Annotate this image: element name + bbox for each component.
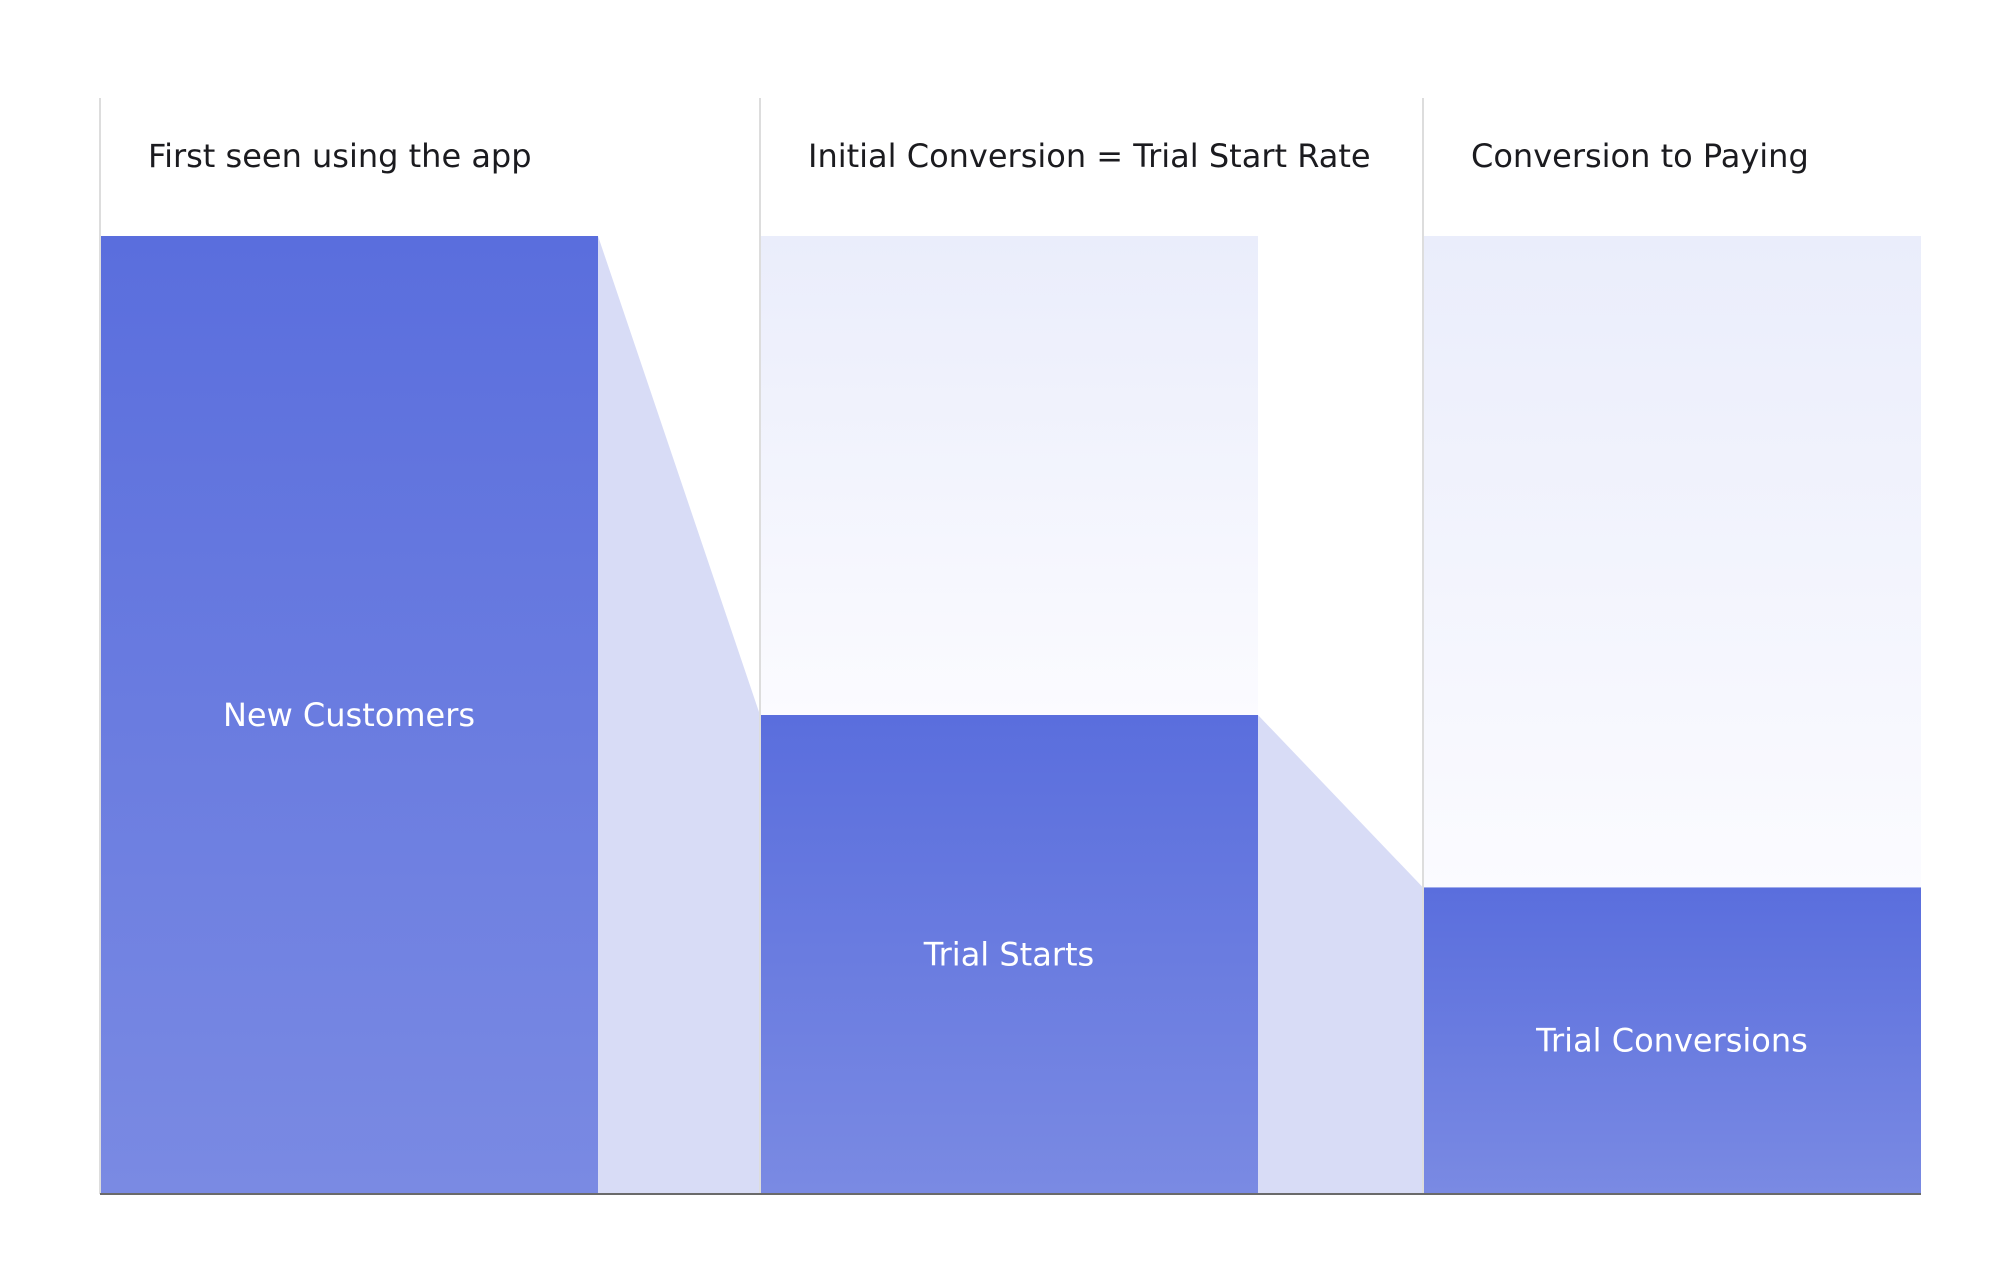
funnel-connector-layer <box>598 236 1423 1194</box>
funnel-connector <box>1258 715 1423 1194</box>
funnel-bar <box>1423 887 1921 1194</box>
bar-label: Trial Conversions <box>1535 1022 1808 1060</box>
remaining-capacity-area <box>1423 236 1921 888</box>
bar-label: New Customers <box>223 696 475 734</box>
bar-layer <box>100 236 1921 1194</box>
funnel-connector <box>598 236 760 1194</box>
bar-label: Trial Starts <box>923 936 1094 974</box>
bar-label-layer: New Customers Trial Starts Trial Conversio… <box>223 696 1808 1060</box>
stage-title-layer: First seen using the app Initial Conversi… <box>148 137 1809 175</box>
remaining-capacity-area <box>760 236 1258 715</box>
remaining-capacity-layer <box>760 236 1921 888</box>
funnel-bar <box>760 715 1258 1194</box>
stage-title: Conversion to Paying <box>1471 137 1809 175</box>
stage-title: First seen using the app <box>148 137 532 175</box>
funnel-bar <box>100 236 598 1194</box>
stage-title: Initial Conversion = Trial Start Rate <box>808 137 1371 175</box>
stage-divider-layer <box>99 98 1424 1194</box>
